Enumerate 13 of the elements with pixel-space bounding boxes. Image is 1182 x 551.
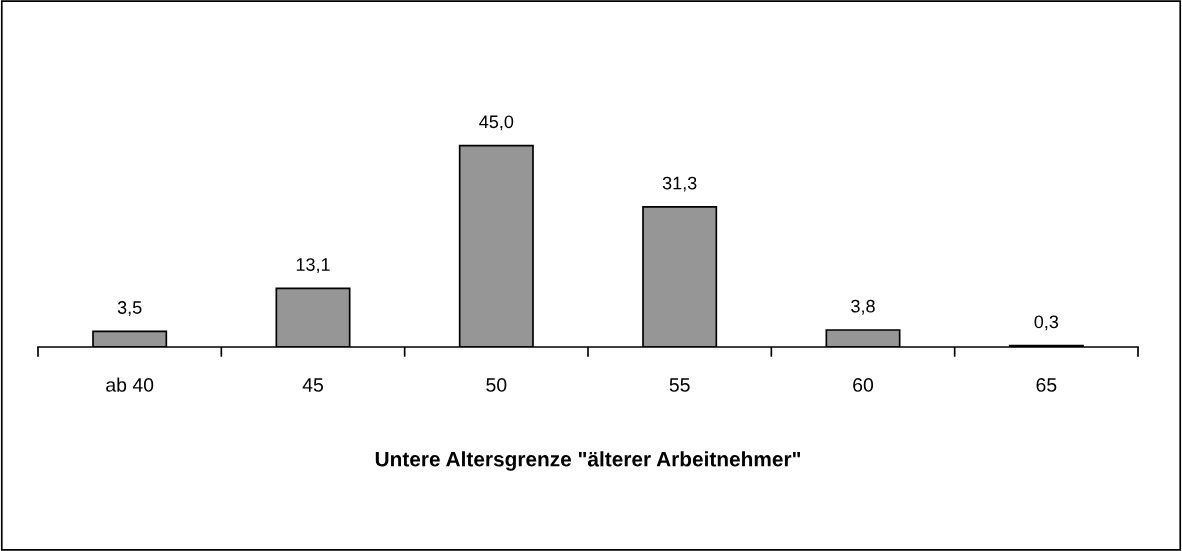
x-tick-label: 60 [853,378,874,392]
data-label: 3,8 [851,299,875,315]
data-label: 45,0 [479,115,514,131]
x-axis-title: Untere Altersgrenze "älterer Arbeitnehmer" [375,451,801,471]
data-label: 3,5 [117,301,142,317]
data-label: 13,1 [296,258,330,274]
x-tick-label: 55 [669,378,690,392]
x-tick-label: 50 [486,378,507,392]
x-tick-label: ab 40 [106,377,154,392]
x-tick-label: 45 [302,378,323,392]
x-tick-label: 65 [1036,378,1057,392]
data-label: 0,3 [1034,315,1059,331]
data-label: 31,3 [662,176,697,192]
